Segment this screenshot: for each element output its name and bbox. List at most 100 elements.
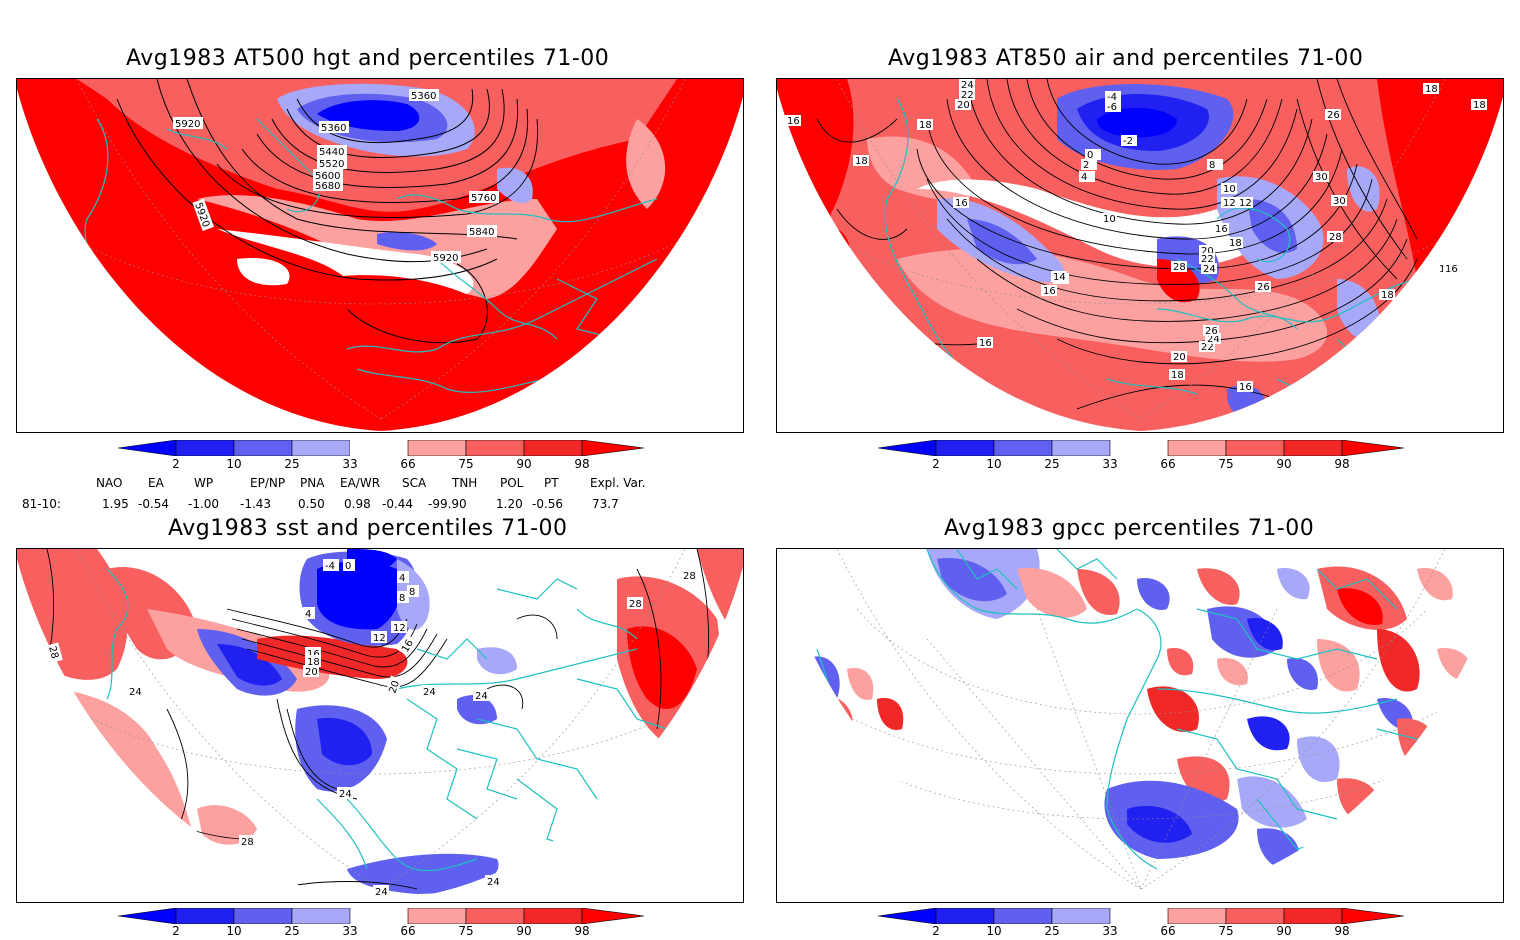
legend-label: 90 bbox=[516, 457, 532, 471]
contour-label: 28 bbox=[683, 571, 696, 582]
legend-label: 33 bbox=[1102, 457, 1118, 471]
contour-label: 20 bbox=[1173, 352, 1186, 363]
contour-label: 2 bbox=[1083, 160, 1089, 171]
contour-label: 5840 bbox=[469, 227, 494, 238]
index-value: 1.95 bbox=[102, 497, 129, 511]
legend-label: 10 bbox=[226, 924, 242, 938]
map-sst: 28 28 -4 0 4 8 12 16 18 20 24 24 28 24 2… bbox=[16, 548, 744, 903]
legend-label: 90 bbox=[1276, 924, 1292, 938]
contour-label: 4 bbox=[1081, 172, 1087, 183]
legend-label: 10 bbox=[986, 457, 1002, 471]
contour-label: 28 bbox=[46, 645, 60, 660]
map-canvas-gpcc bbox=[777, 549, 1503, 901]
contour-label: 22 bbox=[961, 90, 974, 101]
contour-label: 16 bbox=[1445, 264, 1458, 275]
contour-label: -4 bbox=[325, 561, 335, 572]
contour-label: 30 bbox=[1333, 196, 1346, 207]
contour-label: 5440 bbox=[319, 147, 344, 158]
index-value: 73.7 bbox=[592, 497, 619, 511]
panel-title-gpcc: Avg1983 gpcc percentiles 71-00 bbox=[944, 516, 1315, 541]
contour-label: 5360 bbox=[411, 91, 436, 102]
contour-label: 20 bbox=[1201, 246, 1214, 257]
legend-label: 66 bbox=[1160, 924, 1176, 938]
index-value: 0.98 bbox=[344, 497, 371, 511]
legend-label: 98 bbox=[574, 457, 590, 471]
contour-label: 24 bbox=[1207, 334, 1220, 345]
contour-label: 8 bbox=[399, 593, 405, 604]
map-canvas-hgt500: 5360 5360 5440 5520 5600 5680 5760 5840 … bbox=[17, 79, 743, 431]
legend-label: 2 bbox=[932, 924, 940, 938]
contour-label: 24 bbox=[423, 687, 436, 698]
contour-label: 10 bbox=[1103, 214, 1116, 225]
contour-label: 5760 bbox=[471, 193, 496, 204]
contour-label: 4 bbox=[399, 573, 405, 584]
legend-label: 75 bbox=[458, 924, 474, 938]
map-gpcc bbox=[776, 548, 1504, 903]
contour-label: 30 bbox=[1315, 172, 1328, 183]
contour-label: 26 bbox=[1205, 326, 1218, 337]
legend-label: 10 bbox=[226, 457, 242, 471]
index-value: 1.20 bbox=[496, 497, 523, 511]
contour-label: 24 bbox=[961, 80, 974, 91]
contour-label: 12 bbox=[1223, 198, 1236, 209]
legend-label: 2 bbox=[172, 924, 180, 938]
index-header: NAO bbox=[96, 476, 123, 490]
legend-label: 33 bbox=[342, 924, 358, 938]
index-header: SCA bbox=[402, 476, 427, 490]
contour-label: 14 bbox=[1053, 272, 1066, 283]
panel-title-air850: Avg1983 AT850 air and percentiles 71-00 bbox=[888, 46, 1364, 71]
index-value: -0.56 bbox=[532, 497, 564, 511]
legend-colorbar bbox=[117, 439, 645, 457]
legend-label: 98 bbox=[1334, 457, 1350, 471]
contour-label: 5360 bbox=[321, 123, 346, 134]
contour-label: 22 bbox=[1201, 342, 1214, 353]
legend-colorbar bbox=[117, 907, 645, 925]
legend-label: 66 bbox=[400, 457, 416, 471]
legend-label: 33 bbox=[342, 457, 358, 471]
contour-label: 16 bbox=[1043, 286, 1056, 297]
contour-label: 18 bbox=[1425, 84, 1438, 95]
contour-label: 12 bbox=[393, 623, 406, 634]
contour-label: 5680 bbox=[315, 181, 340, 192]
contour-label: 18 bbox=[1473, 100, 1486, 111]
legend-label: 98 bbox=[1334, 924, 1350, 938]
contour-label: 16 bbox=[979, 338, 992, 349]
contour-label: 20 bbox=[305, 667, 318, 678]
legend-label: 66 bbox=[400, 924, 416, 938]
contour-label: 5520 bbox=[319, 159, 344, 170]
panel-title-sst: Avg1983 sst and percentiles 71-00 bbox=[168, 516, 568, 541]
index-header: EP/NP bbox=[250, 476, 286, 490]
legend-label: 25 bbox=[1044, 457, 1060, 471]
legend-label: 98 bbox=[574, 924, 590, 938]
map-canvas-air850: 24 22 20 18 16 18 -4 -6 -2 0 2 4 8 10 12… bbox=[777, 79, 1503, 431]
index-header: TNH bbox=[452, 476, 478, 490]
contour-label: 10 bbox=[1223, 184, 1236, 195]
contour-label: 28 bbox=[1329, 232, 1342, 243]
contour-label: 16 bbox=[1239, 382, 1252, 393]
contour-label: 24 bbox=[129, 687, 142, 698]
contour-label: 16 bbox=[955, 198, 968, 209]
contour-label: 24 bbox=[475, 691, 488, 702]
contour-label: 28 bbox=[241, 837, 254, 848]
index-value: 0.50 bbox=[298, 497, 325, 511]
contour-label: 8 bbox=[1209, 160, 1215, 171]
contour-label: 8 bbox=[409, 587, 415, 598]
index-value: -1.43 bbox=[240, 497, 272, 511]
contour-label: 12 bbox=[1239, 198, 1252, 209]
contour-label: 18 bbox=[1381, 290, 1394, 301]
contour-label: 4 bbox=[305, 609, 311, 620]
contour-label: 12 bbox=[373, 633, 386, 644]
legend-label: 25 bbox=[284, 457, 300, 471]
contour-label: -2 bbox=[1123, 136, 1133, 147]
index-row-label: 81-10: bbox=[22, 497, 61, 511]
contour-label: 0 bbox=[1087, 150, 1093, 161]
map-air850: 24 22 20 18 16 18 -4 -6 -2 0 2 4 8 10 12… bbox=[776, 78, 1504, 433]
contour-label: 18 bbox=[307, 657, 320, 668]
legend-label: 2 bbox=[172, 457, 180, 471]
contour-label: 5920 bbox=[175, 119, 200, 130]
contour-label: -4 bbox=[1107, 92, 1117, 103]
legend-label: 25 bbox=[1044, 924, 1060, 938]
legend-label: 66 bbox=[1160, 457, 1176, 471]
contour-label: 26 bbox=[1327, 110, 1340, 121]
contour-label: 5920 bbox=[433, 253, 458, 264]
